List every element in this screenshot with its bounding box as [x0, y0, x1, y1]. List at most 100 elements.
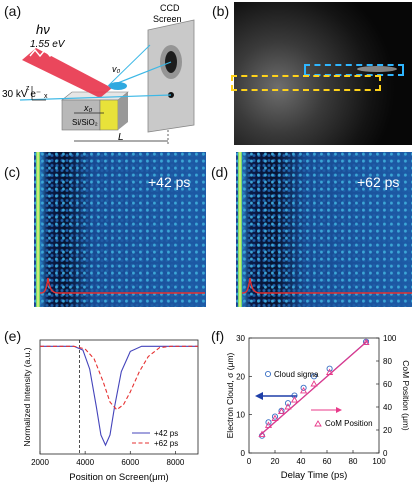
legend-marker-com: [314, 420, 322, 427]
legend-marker-cloud: [264, 370, 272, 378]
diff-image-d: [236, 152, 412, 307]
electron-beam-lower: [19, 94, 172, 101]
substrate-body: [61, 99, 101, 131]
panel-b: (b): [207, 0, 415, 148]
point-com-position: [258, 430, 266, 438]
panel-f-label: (f): [211, 328, 225, 344]
x-tick-label-f: 40: [297, 457, 306, 466]
yellow-dashed-box: [231, 75, 381, 91]
profile-overlay-c: [39, 277, 205, 294]
point-com-position: [290, 396, 299, 403]
x-tick-label-f: 100: [372, 457, 386, 466]
y-left-tick-label-f: 0: [241, 449, 246, 458]
x-tick-label-f: 60: [323, 457, 332, 466]
x-tick-label-f: 80: [349, 457, 358, 466]
x-tick-label-f: 0: [247, 457, 252, 466]
axis-z-label: z: [26, 85, 30, 92]
photon-symbol: hν: [36, 22, 50, 37]
y-left-axis-label-f: Electron Cloud, σ (μm): [225, 352, 235, 438]
y-right-tick-label-f: 20: [383, 426, 392, 435]
bright-stripe-c: [36, 152, 40, 307]
panel-e: (e) 2000 4000 6000 8000 +42 ps +62 ps Position…: [0, 318, 207, 485]
panel-c: (c) +42 ps: [0, 150, 207, 310]
axis-x-label: x: [44, 93, 48, 100]
x-tick-label-f: 20: [271, 457, 280, 466]
v0-label: v₀: [112, 64, 121, 74]
y-axis-label-e: Normalized Intensity (a.u.): [22, 347, 32, 446]
annotation-com-position: CoM Position: [325, 419, 373, 428]
x0-label: x₀: [83, 103, 93, 113]
y-left-tick-label-f: 20: [236, 372, 245, 381]
y-right-axis-label-f: CoM Position (μm): [401, 360, 411, 431]
panel-a-label: (a): [4, 3, 22, 19]
red-profile-c: [39, 277, 205, 294]
y-right-tick-label-f: 0: [383, 449, 388, 458]
y-right-tick-label-f: 80: [383, 357, 392, 366]
delay-label-d: +62 ps: [357, 174, 400, 190]
screen-label-line2: Screen: [153, 14, 182, 24]
experiment-schematic: hν 1.55 eV 30 kV e⁻ z x v₀ x₀ Si/SiO₂ CC…: [2, 3, 195, 145]
bright-stripe-d: [238, 152, 242, 307]
profile-overlay-d: [241, 277, 412, 294]
point-cloud-sigma: [310, 373, 318, 380]
screen-label-line1: CCD: [160, 3, 180, 13]
x-tick-label-e: 6000: [121, 458, 139, 467]
point-cloud-sigma: [271, 413, 279, 420]
point-com-position: [264, 421, 273, 428]
arrowhead-right: [336, 407, 342, 413]
substrate-side: [118, 92, 128, 130]
series-line-e-1: [40, 345, 198, 411]
point-cloud-sigma: [265, 419, 272, 426]
y-right-tick-label-f: 100: [383, 334, 397, 343]
panel-e-label: (e): [4, 328, 22, 344]
electron-beam-upper: [109, 61, 172, 87]
point-cloud-sigma: [284, 400, 292, 407]
substrate-sample: [99, 99, 119, 131]
red-profile-d: [241, 277, 412, 294]
diff-image-c: [34, 152, 206, 307]
panel-d-label: (d): [211, 164, 229, 180]
panel-b-label: (b): [212, 3, 230, 19]
point-com-position: [277, 407, 286, 415]
photon-wave-icon: [29, 48, 56, 58]
point-com-position: [362, 338, 370, 346]
x-tick-label-e: 2000: [31, 458, 49, 467]
y-left-tick-label-f: 30: [236, 334, 245, 343]
electron-energy: 30 kV e⁻: [2, 89, 41, 100]
electron-cloud: [109, 82, 127, 90]
y-left-tick-label-f: 10: [236, 411, 245, 420]
series-line-e-0: [40, 345, 198, 447]
plot-frame-f: [248, 337, 380, 454]
panel-d: (d) +62 ps: [207, 150, 415, 310]
y-right-tick-label-f: 60: [383, 380, 392, 389]
plot-frame-e: [39, 339, 199, 455]
laser-beam: [22, 48, 112, 98]
x-tick-label-e: 4000: [76, 458, 94, 467]
highlight-streak: [357, 66, 397, 72]
point-com-position: [310, 380, 318, 387]
arrowhead-left: [255, 392, 263, 400]
y-right-tick-label-f: 40: [383, 403, 392, 412]
panel-a: (a) hν 1.55 eV 30 kV e⁻ z x v₀ x₀: [0, 0, 207, 148]
x-tick-label-e: 8000: [167, 458, 185, 467]
photon-energy: 1.55 eV: [30, 39, 66, 50]
legend-label-e-0: +42 ps: [154, 429, 178, 438]
x-axis-label-e: Position on Screen(μm): [69, 472, 168, 483]
substrate-label: Si/SiO₂: [72, 118, 98, 127]
point-cloud-sigma: [300, 384, 307, 391]
point-com-position: [300, 386, 308, 394]
electron-beam-mid: [107, 44, 151, 87]
point-com-position: [271, 414, 279, 421]
point-com-position: [284, 403, 292, 410]
chart-e: 2000 4000 6000 8000 +42 ps+62 ps Position on …: [22, 339, 199, 483]
delay-label-c: +42 ps: [148, 174, 191, 190]
ccd-screen: [147, 19, 195, 133]
point-com-position: [326, 368, 334, 375]
distance-label: L: [118, 132, 124, 143]
panel-f: (f) 0 20 40 60 80 100 0 10 20 30 0 20 40 60 80 100 Cloud…: [207, 318, 415, 485]
legend-label-e-1: +62 ps: [154, 439, 178, 448]
ccd-image-b: [234, 2, 412, 145]
point-cloud-sigma: [326, 365, 333, 372]
annotation-cloud-sigma: Cloud sigma: [274, 370, 319, 379]
